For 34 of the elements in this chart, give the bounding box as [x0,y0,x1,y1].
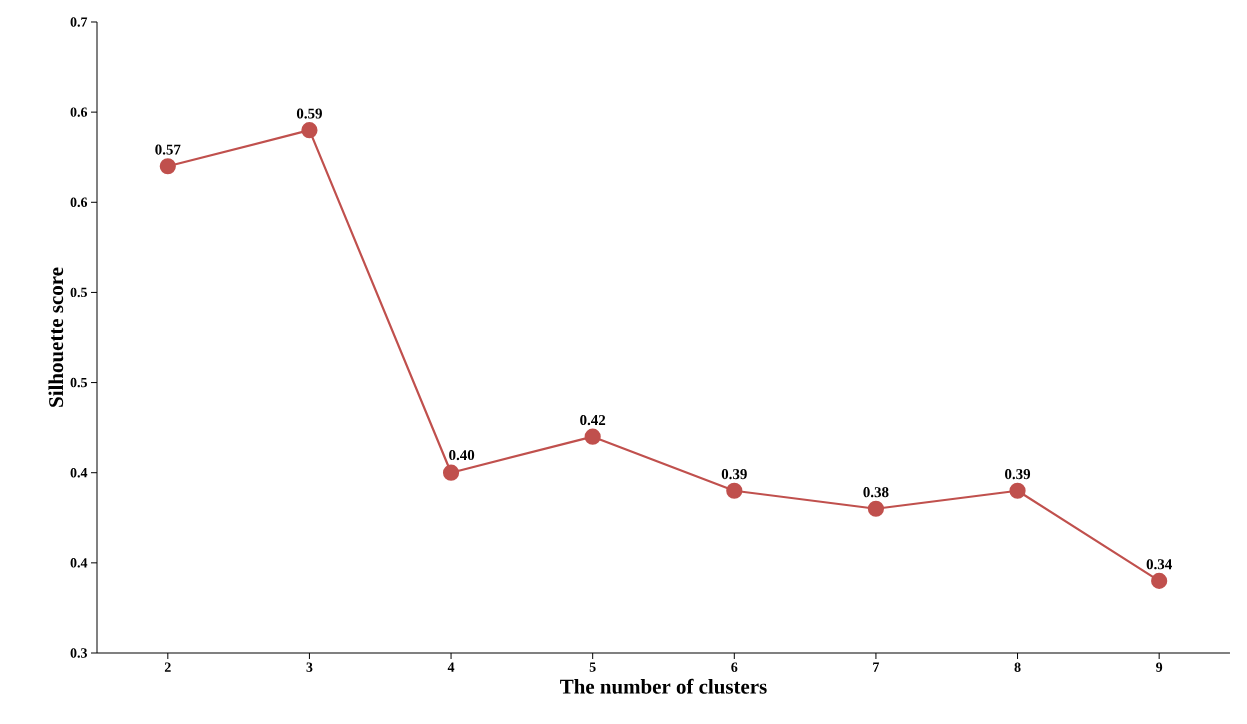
point [726,482,743,499]
text: 0.34 [1146,559,1172,570]
text: 0.57 [155,144,181,155]
point [867,500,885,517]
text: 0.38 [863,487,889,498]
y-tick-label: 0.4 [70,467,88,478]
x-tick-label: 9 [1156,662,1163,672]
point [159,158,176,175]
y-tick-label: 0.6 [70,197,88,208]
x-tick-label: 6 [731,662,738,672]
x-tick-label: 4 [447,662,455,672]
text: 0.39 [1005,469,1031,480]
y-tick-label: 0.4 [70,558,88,568]
y-tick-label: 0.5 [70,287,87,298]
x-tick-label: 3 [306,662,313,672]
point [442,464,460,481]
y-tick-label: 0.6 [70,107,88,117]
text: 0.39 [721,469,747,480]
x-tick-label: 8 [1014,662,1021,672]
text: 0.40 [449,450,475,461]
x-tick-label: 5 [589,662,596,672]
x-axis-title: The number of clusters [560,678,767,694]
text: 0.59 [296,108,322,119]
y-tick-label: 0.5 [70,377,87,388]
x-tick-label: 2 [164,662,171,672]
point [301,122,318,139]
text: 0.42 [580,414,606,426]
y-tick-label: 0.7 [70,17,88,27]
y-axis-title: Silhouette score [48,267,64,407]
point [1151,572,1168,589]
x-tick-label: 7 [873,662,880,672]
point [584,428,601,445]
point [1009,482,1026,499]
y-tick-label: 0.3 [70,648,88,658]
